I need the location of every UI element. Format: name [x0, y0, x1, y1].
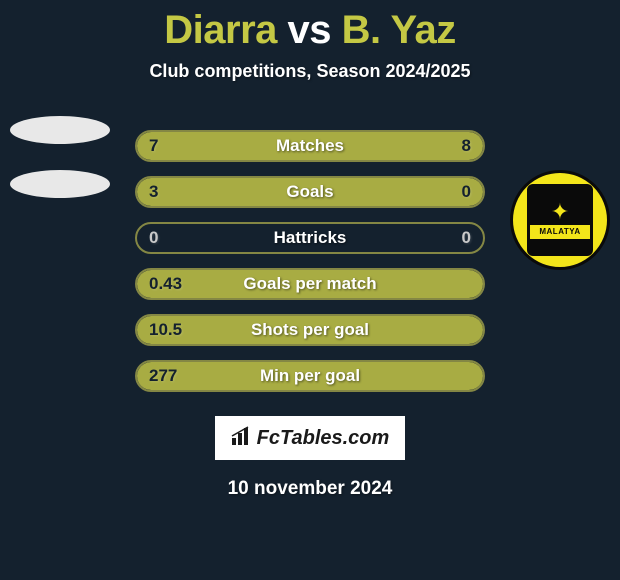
comparison-title: Diarra vs B. Yaz	[0, 0, 620, 53]
club-badge-text: MALATYA	[530, 225, 590, 239]
eagle-icon: ✦	[551, 201, 569, 223]
stat-row: Min per goal277	[135, 360, 485, 392]
stat-value-left: 277	[135, 360, 191, 392]
stat-value-right: 8	[448, 130, 485, 162]
stat-value-right: 0	[448, 176, 485, 208]
stat-row: Shots per goal10.5	[135, 314, 485, 346]
stat-value-left: 10.5	[135, 314, 196, 346]
player1-name: Diarra	[164, 8, 277, 52]
player2-name: B. Yaz	[342, 8, 456, 52]
stat-row: Goals per match0.43	[135, 268, 485, 300]
fctables-text: FcTables.com	[257, 427, 390, 450]
fctables-logo: FcTables.com	[215, 416, 405, 460]
stat-value-left: 3	[135, 176, 172, 208]
stat-value-right	[457, 360, 485, 392]
stat-value-left: 0	[135, 222, 172, 254]
team-crest-left	[10, 116, 110, 224]
stat-value-right	[457, 268, 485, 300]
stat-label: Hattricks	[135, 222, 485, 254]
stat-row: Matches7 8	[135, 130, 485, 162]
stat-row: Hattricks0 0	[135, 222, 485, 254]
stat-value-left: 7	[135, 130, 172, 162]
team-crest-right: ✦ MALATYA	[510, 170, 610, 270]
stat-label: Goals	[135, 176, 485, 208]
vs-text: vs	[288, 8, 332, 52]
club-badge-icon: ✦ MALATYA	[510, 170, 610, 270]
stat-row: Goals3 0	[135, 176, 485, 208]
subtitle: Club competitions, Season 2024/2025	[0, 61, 620, 82]
chart-icon	[231, 426, 253, 451]
crest-placeholder-icon	[10, 170, 110, 198]
crest-placeholder-icon	[10, 116, 110, 144]
stat-value-right: 0	[448, 222, 485, 254]
stat-value-left: 0.43	[135, 268, 196, 300]
date-text: 10 november 2024	[0, 478, 620, 500]
stat-value-right	[457, 314, 485, 346]
stat-label: Matches	[135, 130, 485, 162]
